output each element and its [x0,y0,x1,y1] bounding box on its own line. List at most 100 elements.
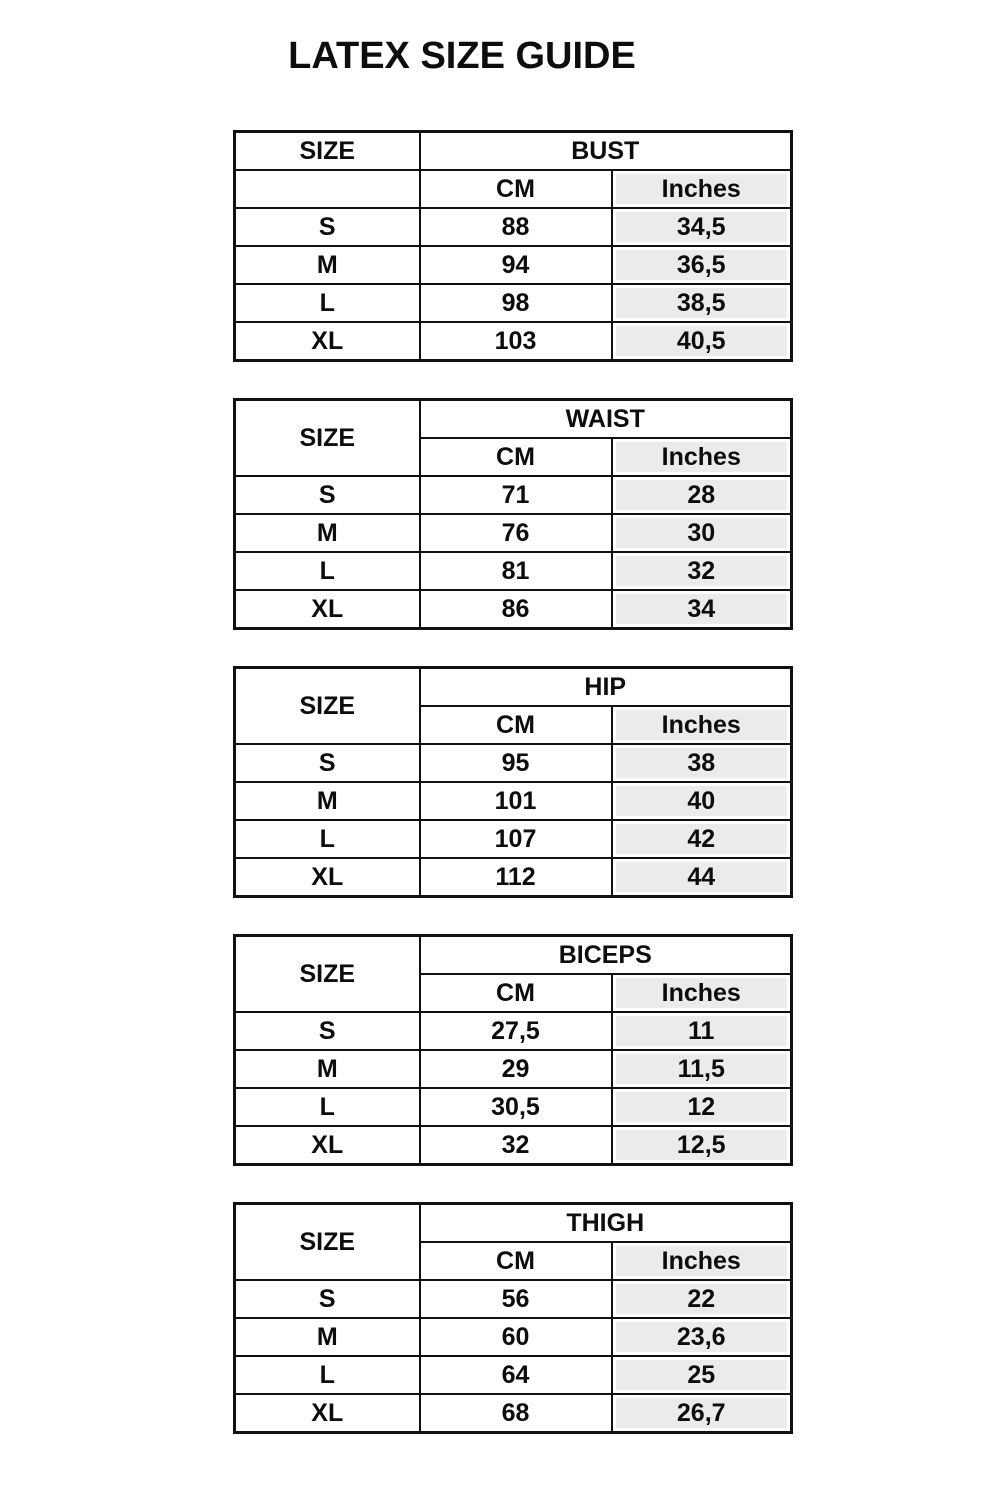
table-row: L 30,5 12 [233,1087,793,1127]
unit-header-row: CM Inches [235,437,793,477]
size-table-bust: SIZE BUST CM Inches S 88 34,5 M 94 36,5 … [233,130,793,362]
cm-unit-header: CM [418,437,613,477]
table-row: L 81 32 [233,551,793,591]
size-cell: L [233,1087,421,1127]
size-cell: S [233,1279,421,1319]
inches-cell: 28 [610,475,793,515]
inches-value: 40 [615,786,787,816]
table-row: M 101 40 [233,781,793,821]
table-header-row: SIZE WAIST [233,398,793,477]
cm-cell: 56 [418,1279,613,1319]
cm-cell: 27,5 [418,1011,613,1051]
table-row: M 76 30 [233,513,793,553]
size-cell: L [233,551,421,591]
size-table-waist: SIZE WAIST CM Inches S 71 28 M 76 30 L 8… [233,398,794,630]
inches-unit-header: Inches [610,973,793,1013]
inches-cell: 12 [610,1087,793,1127]
size-cell: S [233,207,421,247]
cm-cell: 68 [418,1393,613,1434]
size-cell: M [233,513,421,553]
size-cell: L [233,1355,421,1395]
cm-cell: 94 [418,245,613,285]
inches-cell: 11 [610,1011,793,1051]
inches-cell: 34,5 [610,207,793,247]
table-row: M 29 11,5 [233,1049,793,1089]
table-row: XL 68 26,7 [233,1393,793,1434]
cm-cell: 64 [418,1355,613,1395]
table-header-row: SIZE THIGH [233,1202,793,1281]
table-row: XL 103 40,5 [233,321,793,362]
inches-cell: 23,6 [610,1317,793,1357]
size-column-header: SIZE [233,934,421,1013]
inches-unit-header: Inches [610,169,793,209]
inches-cell: 25 [610,1355,793,1395]
inches-cell: 32 [610,551,793,591]
cm-cell: 76 [418,513,613,553]
size-cell: XL [233,1393,421,1434]
size-cell: M [233,245,421,285]
table-header-row: SIZE BICEPS [233,934,793,1013]
cm-cell: 30,5 [418,1087,613,1127]
inches-cell: 38,5 [610,283,793,323]
size-cell: M [233,1317,421,1357]
measure-header: WAIST [418,398,793,439]
table-row: S 95 38 [233,743,793,783]
inches-value: 28 [615,480,788,510]
table-row: M 94 36,5 [233,245,793,285]
table-header-row: SIZE HIP [233,666,793,745]
inches-value: 30 [615,518,788,548]
inches-value: 25 [615,1360,787,1390]
measure-header: BICEPS [418,934,793,975]
inches-unit-label: Inches [615,710,787,740]
measure-header: THIGH [418,1202,793,1243]
inches-value: 11,5 [615,1054,787,1084]
table-row: XL 32 12,5 [233,1125,793,1166]
inches-unit-label: Inches [615,1246,787,1276]
size-tables-container: SIZE BUST CM Inches S 88 34,5 M 94 36,5 … [233,130,794,1470]
inches-cell: 11,5 [610,1049,793,1089]
inches-unit-label: Inches [615,442,788,472]
cm-unit-header: CM [418,1241,613,1281]
inches-value: 11 [615,1016,787,1046]
inches-cell: 34 [610,589,793,630]
size-cell: M [233,781,421,821]
cm-cell: 95 [418,743,613,783]
table-row: S 56 22 [233,1279,793,1319]
size-column-header: SIZE [233,666,421,745]
inches-unit-label: Inches [615,174,787,204]
cm-unit-header: CM [418,973,613,1013]
inches-cell: 30 [610,513,793,553]
inches-value: 38,5 [615,288,787,318]
cm-cell: 88 [418,207,613,247]
cm-cell: 101 [418,781,613,821]
size-cell: XL [233,857,421,898]
inches-value: 44 [615,862,787,892]
inches-unit-header: Inches [610,437,793,477]
inches-value: 23,6 [615,1322,787,1352]
size-cell: L [233,283,421,323]
inches-cell: 42 [610,819,793,859]
size-cell: M [233,1049,421,1089]
measure-header: BUST [418,130,793,171]
table-row: M 60 23,6 [233,1317,793,1357]
table-row: L 107 42 [233,819,793,859]
table-row: L 64 25 [233,1355,793,1395]
table-row: XL 112 44 [233,857,793,898]
size-column-header: SIZE [233,1202,421,1281]
inches-cell: 38 [610,743,793,783]
size-cell: S [233,743,421,783]
inches-value: 36,5 [615,250,787,280]
unit-header-row: CM Inches [235,973,793,1013]
cm-cell: 103 [418,321,613,362]
inches-value: 12 [615,1092,787,1122]
inches-cell: 40,5 [610,321,793,362]
page-title: LATEX SIZE GUIDE [288,35,636,77]
inches-cell: 44 [610,857,793,898]
inches-unit-header: Inches [610,705,793,745]
cm-cell: 107 [418,819,613,859]
cm-cell: 29 [418,1049,613,1089]
inches-value: 32 [615,556,788,586]
size-empty-cell [233,169,421,209]
inches-value: 34,5 [615,212,787,242]
unit-header-row: CM Inches [233,169,793,209]
